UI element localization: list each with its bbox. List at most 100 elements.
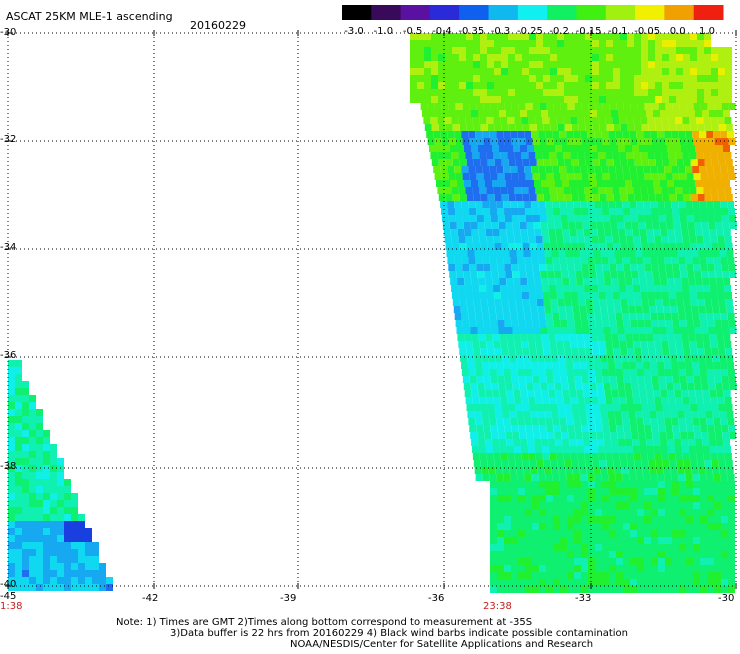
- swath-pixel: [637, 530, 644, 537]
- swath-pixel: [536, 61, 543, 68]
- swath-pixel: [514, 453, 522, 460]
- swath-pixel: [568, 222, 576, 229]
- swath-pixel: [686, 138, 694, 145]
- swath-pixel: [557, 299, 565, 306]
- lat-label: -38: [0, 461, 17, 472]
- swath-pixel: [461, 257, 469, 264]
- swath-pixel: [674, 278, 682, 285]
- swath-pixel: [701, 271, 709, 278]
- swath-pixel: [599, 299, 607, 306]
- swath-pixel: [636, 418, 644, 425]
- swath-pixel: [588, 425, 596, 432]
- swath-pixel: [532, 173, 540, 180]
- swath-pixel: [578, 96, 585, 103]
- swath-pixel: [602, 103, 610, 110]
- swath-pixel: [568, 327, 576, 334]
- swath-pixel: [71, 500, 78, 507]
- swath-pixel: [644, 537, 651, 544]
- swath-pixel: [585, 124, 593, 131]
- swath-pixel: [714, 320, 722, 327]
- swath-pixel: [595, 103, 603, 110]
- swath-pixel: [555, 334, 563, 341]
- swath-pixel: [29, 507, 36, 514]
- swath-pixel: [672, 586, 679, 593]
- swath-pixel: [584, 341, 592, 348]
- swath-pixel: [458, 285, 466, 292]
- swath-pixel: [658, 502, 665, 509]
- swath-pixel: [594, 257, 602, 264]
- swath-pixel: [602, 523, 609, 530]
- swath-pixel: [29, 514, 36, 521]
- swath-pixel: [634, 96, 641, 103]
- swath-pixel: [651, 558, 658, 565]
- swath-pixel: [593, 411, 601, 418]
- swath-pixel: [549, 152, 557, 159]
- swath-pixel: [526, 432, 534, 439]
- swath-pixel: [623, 425, 631, 432]
- swath-pixel: [696, 341, 704, 348]
- swath-pixel: [561, 432, 569, 439]
- swath-pixel: [616, 565, 623, 572]
- swath-pixel: [555, 229, 563, 236]
- swath-pixel: [609, 523, 616, 530]
- swath-pixel: [433, 166, 441, 173]
- swath-pixel: [602, 509, 609, 516]
- swath-pixel: [487, 61, 494, 68]
- swath-pixel: [468, 369, 476, 376]
- swath-pixel: [507, 152, 515, 159]
- swath-pixel: [526, 327, 534, 334]
- swath-pixel: [438, 68, 445, 75]
- swath-pixel: [618, 145, 625, 152]
- swath-pixel: [604, 145, 611, 152]
- swath-pixel: [613, 460, 621, 467]
- swath-pixel: [687, 383, 695, 390]
- swath-pixel: [602, 537, 609, 544]
- swath-pixel: [667, 334, 675, 341]
- swath-pixel: [8, 465, 15, 472]
- swath-pixel: [714, 376, 722, 383]
- swath-pixel: [417, 75, 424, 82]
- swath-pixel: [505, 327, 513, 334]
- swath-pixel: [637, 523, 644, 530]
- swath-pixel: [15, 500, 22, 507]
- swath-pixel: [557, 159, 565, 166]
- swath-pixel: [476, 376, 484, 383]
- swath-pixel: [620, 194, 628, 201]
- swath-pixel: [546, 173, 554, 180]
- swath-pixel: [488, 467, 496, 474]
- swath-pixel: [445, 243, 453, 250]
- swath-pixel: [532, 509, 539, 516]
- swath-pixel: [627, 159, 635, 166]
- swath-pixel: [490, 495, 497, 502]
- swath-pixel: [596, 383, 604, 390]
- swath-pixel: [683, 194, 691, 201]
- swath-pixel: [718, 54, 725, 61]
- swath-pixel: [602, 215, 610, 222]
- swath-pixel: [540, 222, 548, 229]
- swath-pixel: [15, 507, 22, 514]
- swath-pixel: [704, 75, 711, 82]
- swath-pixel: [622, 474, 630, 481]
- swath-pixel: [697, 299, 705, 306]
- swath-pixel: [660, 278, 668, 285]
- swath-pixel: [643, 474, 651, 481]
- swath-pixel: [99, 570, 106, 577]
- swath-pixel: [57, 514, 64, 521]
- swath-pixel: [692, 418, 700, 425]
- swath-pixel: [630, 320, 638, 327]
- swath-pixel: [453, 306, 461, 313]
- swath-pixel: [564, 68, 571, 75]
- swath-pixel: [517, 369, 525, 376]
- swath-pixel: [714, 572, 721, 579]
- swath-pixel: [699, 257, 707, 264]
- swath-pixel: [36, 563, 43, 570]
- swath-pixel: [637, 544, 644, 551]
- swath-pixel: [591, 341, 599, 348]
- swath-pixel: [22, 570, 29, 577]
- swath-pixel: [506, 180, 513, 187]
- swath-pixel: [669, 54, 676, 61]
- swath-pixel: [560, 558, 567, 565]
- swath-pixel: [591, 292, 599, 299]
- swath-pixel: [506, 390, 514, 397]
- swath-pixel: [707, 516, 714, 523]
